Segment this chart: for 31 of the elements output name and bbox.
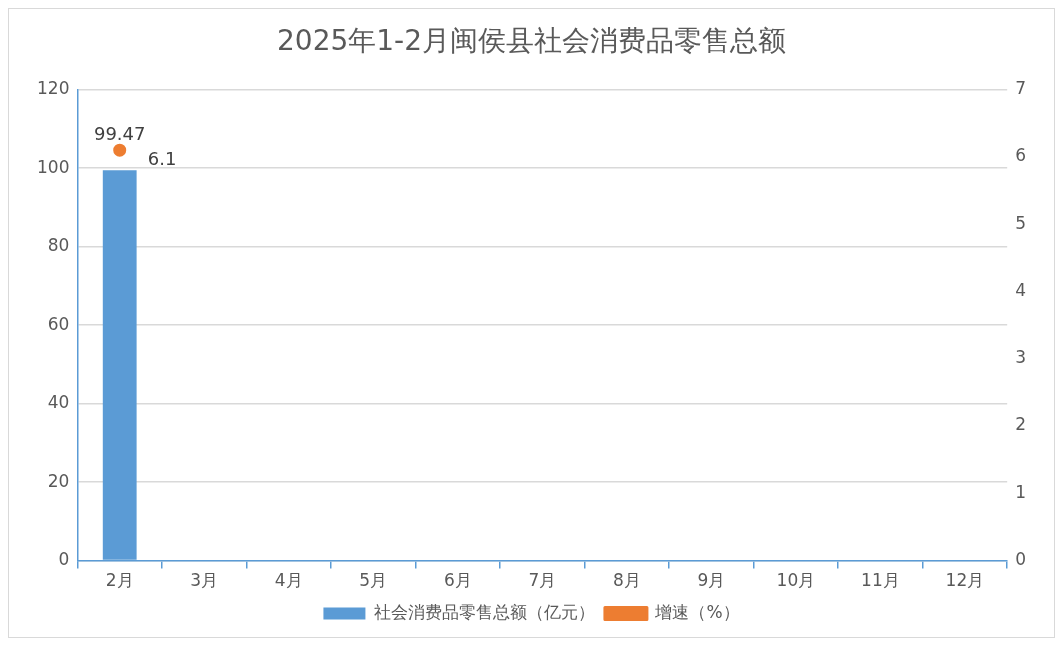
y2-tick-label: 4 (1015, 279, 1027, 300)
y-tick-label: 40 (47, 392, 70, 413)
y-tick-label: 60 (47, 313, 70, 334)
y2-tick-label: 6 (1015, 145, 1027, 166)
y-tick-label: 100 (36, 156, 70, 177)
y-tick-label: 80 (47, 235, 70, 256)
x-tick-label: 4月 (274, 570, 303, 591)
data-label: 99.47 (93, 122, 146, 144)
y-tick-label: 0 (58, 549, 70, 570)
x-tick-label: 8月 (612, 570, 641, 591)
legend-label: 增速（%） (654, 601, 740, 622)
y2-tick-label: 0 (1015, 549, 1027, 570)
x-tick-label: 9月 (697, 570, 726, 591)
x-tick-label: 3月 (190, 570, 219, 591)
x-tick-label: 11月 (861, 570, 900, 591)
x-tick-label: 10月 (776, 570, 816, 591)
y2-tick-label: 3 (1015, 347, 1027, 368)
x-tick-label: 12月 (945, 570, 985, 591)
y-tick-label: 120 (36, 78, 70, 99)
y-tick-label: 20 (47, 470, 70, 491)
x-tick-label: 6月 (443, 570, 472, 591)
data-label: 6.1 (147, 147, 177, 169)
chart-title: 2025年1-2月闽侯县社会消费品零售总额 (277, 24, 786, 58)
x-tick-label: 7月 (528, 570, 557, 591)
y2-tick-label: 1 (1015, 481, 1027, 502)
x-tick-label: 2月 (105, 570, 134, 591)
y2-tick-label: 7 (1015, 78, 1027, 99)
y2-tick-label: 5 (1015, 212, 1027, 233)
x-tick-label: 5月 (359, 570, 388, 591)
legend-label: 社会消费品零售总额（亿元） (373, 601, 595, 622)
y2-tick-label: 2 (1015, 414, 1027, 435)
